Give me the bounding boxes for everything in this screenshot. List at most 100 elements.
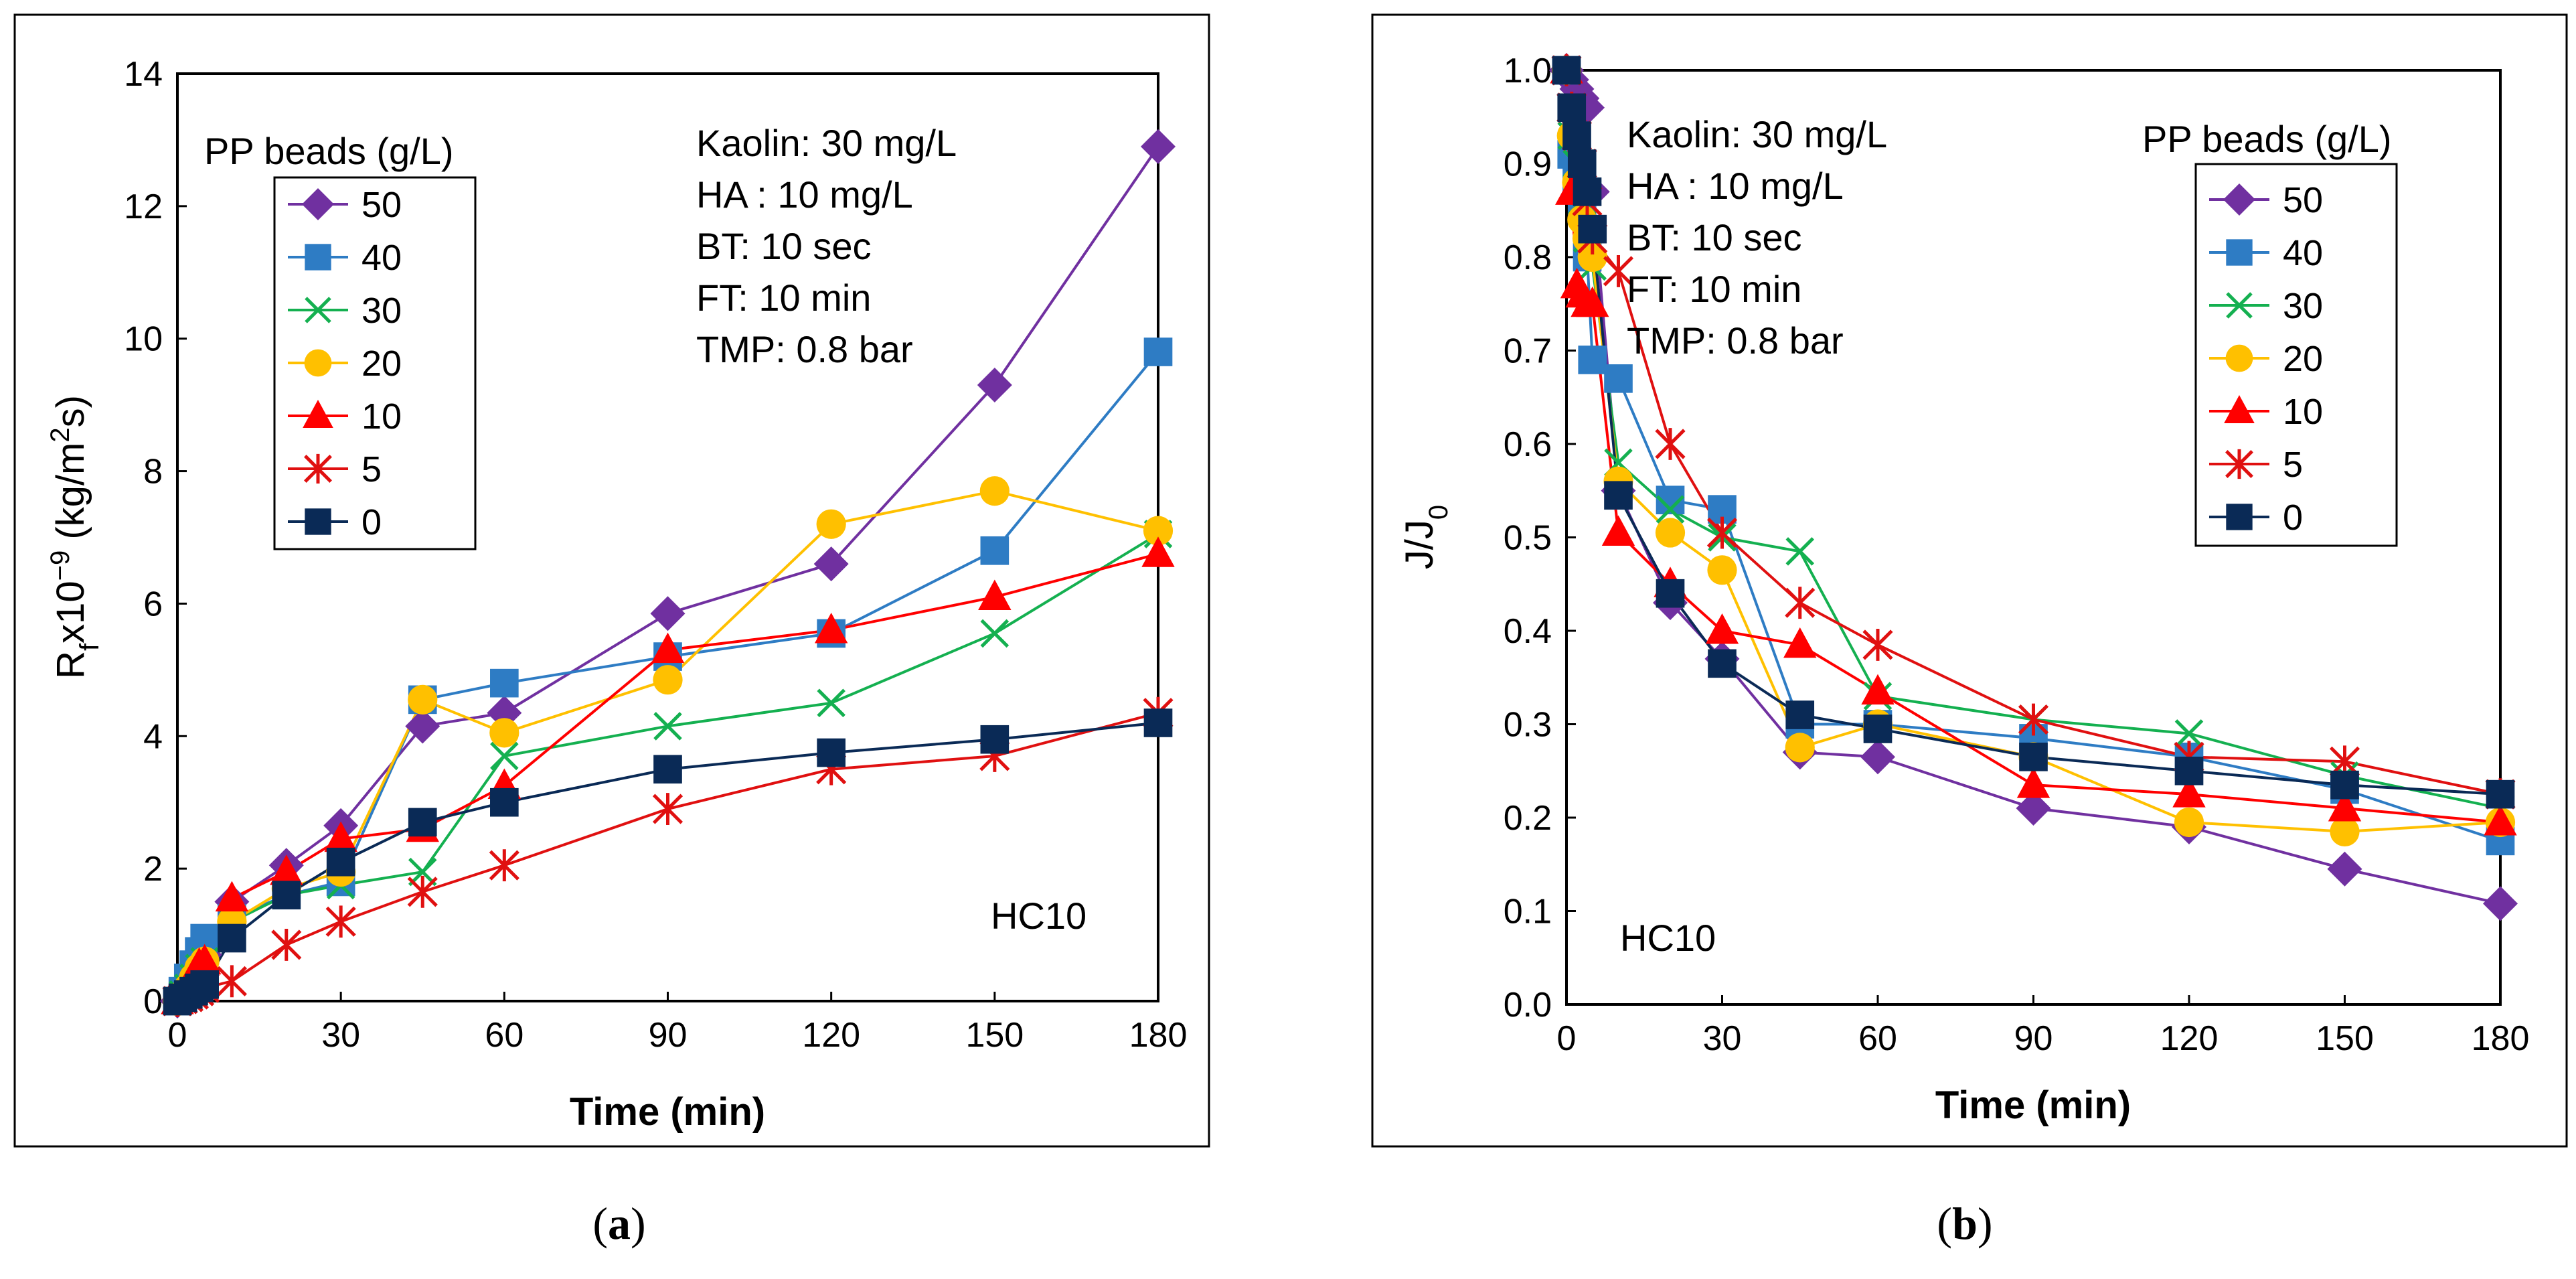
b-point-50 (1860, 739, 1895, 775)
a-point-10 (978, 579, 1012, 611)
a-point-20 (816, 509, 846, 539)
a-y-tick-label: 0 (143, 982, 163, 1021)
a-point-50 (1141, 129, 1176, 164)
b-point-5 (1655, 428, 1686, 460)
b-point-0 (2174, 756, 2204, 785)
b-x-tick-label: 0 (1557, 1019, 1577, 1058)
b-legend-label-20: 20 (2283, 339, 2323, 379)
b-point-5 (1603, 255, 1634, 287)
panel-a-frame (13, 13, 1210, 1148)
panel-a-y-ticks: 0 2 4 6 8 10 12 14 (124, 55, 187, 1021)
a-legend-label-20: 20 (361, 344, 402, 384)
b-legend-marker-0 (2226, 504, 2253, 530)
b-point-0 (1785, 700, 1815, 729)
b-legend-label-40: 40 (2283, 233, 2323, 273)
a-y-tick-label: 14 (124, 55, 163, 94)
b-legend-marker-20 (2225, 344, 2253, 372)
a-point-30 (653, 712, 682, 741)
a-point-0 (817, 738, 846, 767)
a-y-tick-label: 12 (124, 187, 163, 226)
a-point-10 (1141, 536, 1175, 567)
b-x-tick-label: 150 (2316, 1019, 2374, 1058)
b-point-0 (1552, 56, 1581, 85)
b-point-5 (2018, 703, 2049, 736)
a-point-20 (489, 718, 519, 748)
a-legend-label-50: 50 (361, 185, 402, 225)
panel-b-series (1549, 53, 2518, 921)
b-point-20 (1785, 733, 1815, 763)
b-y-tick-label: 0.5 (1504, 519, 1552, 558)
b-point-0 (1863, 714, 1893, 743)
a-point-0 (980, 725, 1010, 754)
b-point-30 (2174, 719, 2204, 748)
a-point-30 (980, 619, 1010, 648)
a-point-20 (653, 665, 683, 695)
b-point-0 (1557, 93, 1587, 123)
panel-a-note-bt: BT: 10 sec (696, 225, 871, 267)
b-legend-label-5: 5 (2283, 445, 2303, 485)
a-point-5 (325, 905, 356, 938)
b-legend-marker-30 (2226, 292, 2253, 319)
a-y-tick-label: 4 (143, 717, 163, 756)
a-legend-marker-0 (305, 508, 331, 535)
b-y-tick-label: 0.9 (1504, 145, 1552, 184)
panel-a-y-axis-main: R (49, 651, 92, 679)
a-x-tick-label: 90 (649, 1016, 688, 1055)
a-point-0 (490, 787, 519, 817)
panel-a-x-axis-title: Time (min) (570, 1090, 765, 1134)
b-point-5 (1862, 629, 1893, 661)
b-y-tick-label: 0.6 (1504, 425, 1552, 464)
a-point-40 (980, 536, 1010, 565)
a-x-tick-label: 180 (1129, 1016, 1188, 1055)
b-point-5 (1785, 587, 1816, 619)
panel-a-series (160, 129, 1176, 1019)
b-x-tick-label: 30 (1703, 1019, 1742, 1058)
panel-b-y-ticks: 0.0 0.1 0.2 0.3 0.4 0.5 0.6 0.7 0.8 0.9 1.0 (1504, 52, 1576, 1025)
b-point-50 (2483, 886, 2518, 921)
b-legend-label-50: 50 (2283, 180, 2323, 220)
a-point-50 (977, 367, 1012, 402)
a-point-10 (651, 632, 685, 664)
a-legend-marker-50 (302, 188, 334, 220)
b-legend-marker-50 (2223, 183, 2255, 216)
b-point-10 (1601, 515, 1635, 546)
b-legend-marker-5 (2225, 449, 2253, 479)
b-point-0 (1567, 149, 1597, 178)
panel-b-note-ft: FT: 10 min (1627, 268, 1801, 310)
b-x-tick-label: 90 (2014, 1019, 2053, 1058)
b-y-tick-label: 0.1 (1504, 893, 1552, 931)
panel-b-x-axis-title: Time (min) (1935, 1083, 2131, 1127)
b-point-0 (1562, 121, 1591, 150)
caption-a: (a) (592, 1198, 645, 1249)
caption-b-close: ) (1978, 1198, 1993, 1249)
b-point-10 (2328, 791, 2362, 822)
b-y-tick-label: 0.0 (1504, 986, 1552, 1025)
caption-a-close: ) (631, 1198, 646, 1249)
a-point-0 (326, 847, 355, 877)
panel-b-code-label: HC10 (1620, 917, 1716, 959)
a-point-0 (190, 970, 220, 999)
a-point-10 (187, 944, 222, 975)
a-point-40 (490, 668, 519, 698)
b-legend-label-10: 10 (2283, 392, 2323, 432)
panel-a-y-axis-unit-sup: 2 (46, 427, 75, 442)
caption-b-letter: b (1952, 1198, 1978, 1249)
panel-b-note-kaolin: Kaolin: 30 mg/L (1627, 113, 1887, 155)
a-point-5 (271, 928, 302, 961)
panel-b-note-bt: BT: 10 sec (1627, 216, 1801, 258)
panel-b-x-ticks: 0 30 60 90 120 150 180 (1557, 995, 2530, 1058)
a-point-30 (408, 857, 437, 887)
a-legend-label-10: 10 (361, 396, 402, 437)
panel-a-y-axis-unit-b: s) (49, 395, 92, 427)
b-x-tick-label: 180 (2472, 1019, 2530, 1058)
b-x-tick-label: 60 (1858, 1019, 1897, 1058)
b-point-0 (2486, 779, 2515, 809)
b-point-10 (2484, 804, 2517, 836)
b-point-0 (1604, 481, 1633, 510)
a-legend-label-30: 30 (361, 291, 402, 331)
b-legend-marker-40 (2226, 239, 2253, 266)
b-point-0 (1573, 177, 1602, 206)
